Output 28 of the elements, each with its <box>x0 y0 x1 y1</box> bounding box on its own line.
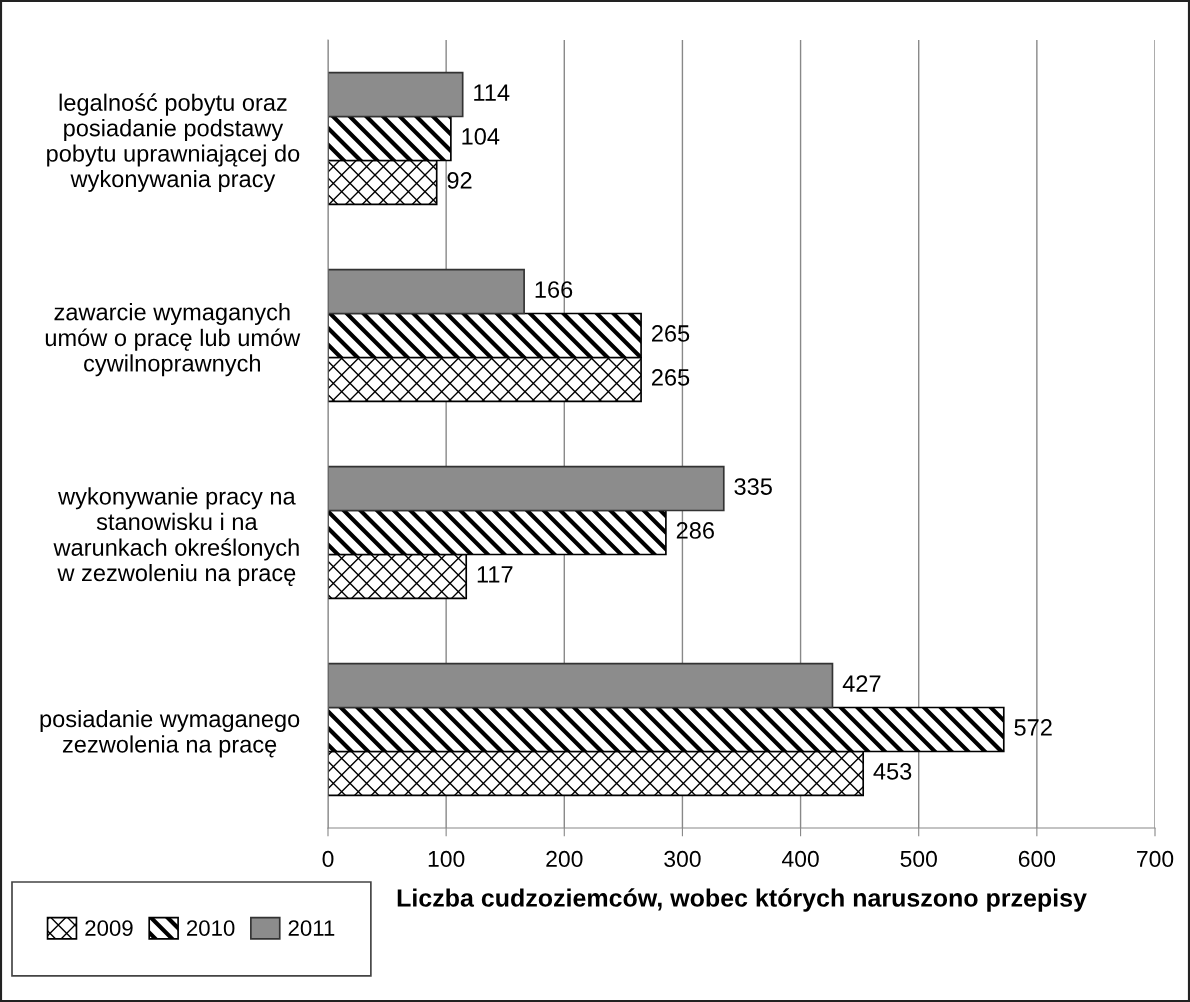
x-tick-label: 300 <box>664 850 701 868</box>
data-label: 104 <box>462 128 500 145</box>
legend-label: 2010 <box>186 920 235 936</box>
x-tick-label: 700 <box>1137 850 1174 868</box>
y-tick-label: zawarcie wymaganych umów o pracę lub umów cywilnoprawnych <box>45 303 301 377</box>
data-label: 453 <box>873 763 912 780</box>
data-label: 265 <box>651 369 690 386</box>
y-tick-label: posiadanie wymaganego zezwolenia na pracę <box>40 709 300 758</box>
data-label: 114 <box>474 84 510 101</box>
x-tick-label: 0 <box>322 850 334 868</box>
legend-label: 2011 <box>288 920 335 936</box>
x-tick-label: 600 <box>1018 850 1056 868</box>
data-label: 335 <box>734 478 772 495</box>
x-tick-label: 200 <box>546 850 583 868</box>
x-tick-label: 400 <box>781 850 819 868</box>
legend-label: 2009 <box>85 920 133 936</box>
y-tick-label: wykonywanie pracy na stanowisku i na warunkach określonych w zezwoleniu na pracę <box>53 487 299 586</box>
data-label: 572 <box>1014 719 1052 736</box>
x-tick-label: 500 <box>900 850 937 868</box>
data-label: 427 <box>842 675 881 692</box>
data-label: 286 <box>676 522 714 539</box>
x-axis-title: Liczba cudzoziemców, wobec których naruszono przepisy <box>397 888 1087 912</box>
data-label: 92 <box>447 172 472 189</box>
data-label: 166 <box>535 281 573 298</box>
data-label: 117 <box>477 566 513 583</box>
data-label: 265 <box>651 325 690 342</box>
y-tick-label: legalność pobytu oraz posiadanie podstawy pobytu uprawniającej do wykonywania pracy <box>47 93 300 192</box>
x-tick-label: 100 <box>428 850 465 868</box>
